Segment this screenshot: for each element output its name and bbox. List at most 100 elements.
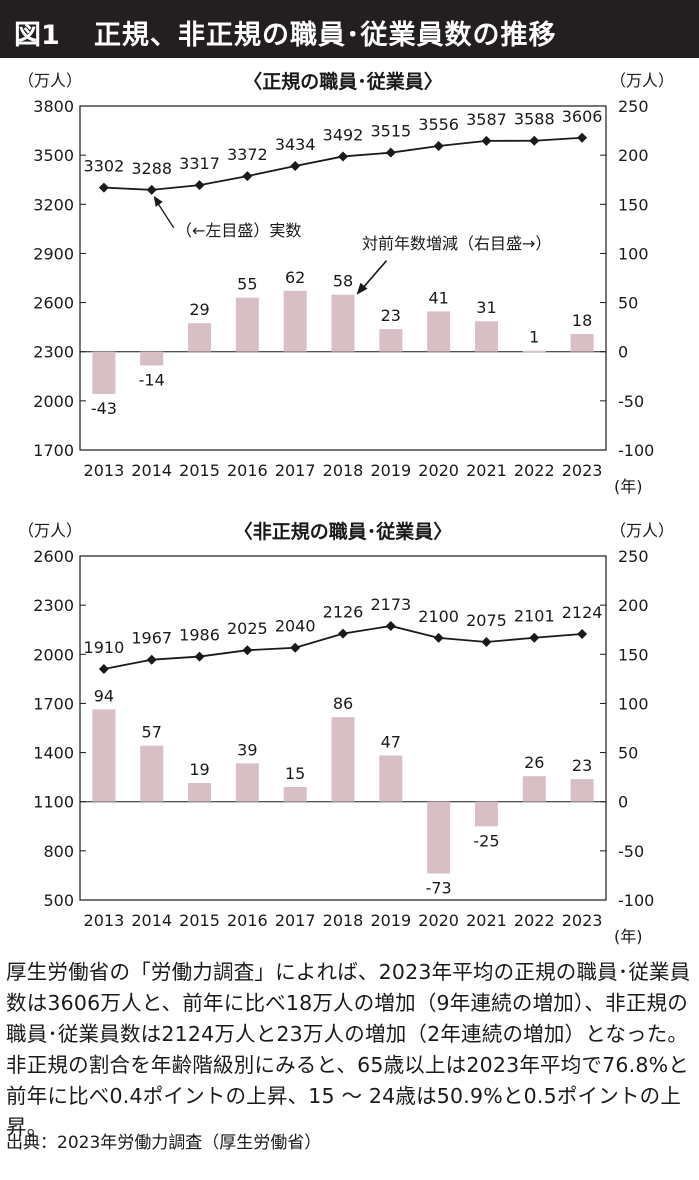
bar bbox=[522, 350, 546, 353]
line-value-label: 3588 bbox=[514, 110, 555, 129]
line-value-label: 3492 bbox=[323, 125, 364, 144]
left-tick-label: 2300 bbox=[33, 343, 74, 362]
bar-value-label: 15 bbox=[285, 764, 305, 783]
regular-employees-chart: 〈正規の職員･従業員〉（万人） （万人）(年)170020002300260029… bbox=[18, 70, 674, 496]
line-point bbox=[577, 628, 588, 639]
right-axis-unit: （万人） bbox=[610, 71, 674, 90]
line-point bbox=[433, 632, 444, 643]
bar-value-label: 86 bbox=[333, 694, 353, 713]
bar bbox=[92, 709, 116, 802]
line-point bbox=[385, 620, 396, 631]
bar-value-label: 58 bbox=[333, 272, 353, 291]
bar bbox=[235, 763, 259, 802]
bar bbox=[331, 717, 355, 802]
right-tick-label: -50 bbox=[618, 842, 644, 861]
x-tick-label: 2016 bbox=[227, 461, 268, 480]
right-tick-label: 50 bbox=[618, 744, 638, 763]
line-point bbox=[577, 132, 588, 143]
bar bbox=[140, 351, 164, 366]
bar bbox=[570, 779, 594, 802]
right-tick-label: 150 bbox=[618, 645, 649, 664]
x-tick-label: 2019 bbox=[370, 461, 411, 480]
nonregular-employees-chart: 〈非正規の職員･従業員〉（万人） （万人）(年)50080011001400170… bbox=[18, 520, 674, 946]
line-value-label: 3556 bbox=[418, 115, 459, 134]
line-value-label: 3302 bbox=[84, 157, 125, 176]
x-tick-label: 2015 bbox=[179, 911, 220, 930]
x-tick-label: 2013 bbox=[84, 461, 125, 480]
x-axis-unit: (年) bbox=[614, 927, 643, 946]
bar bbox=[188, 323, 212, 352]
right-axis-unit: （万人） bbox=[610, 521, 674, 540]
line-point bbox=[242, 645, 253, 656]
line-series bbox=[103, 136, 583, 191]
x-tick-label: 2022 bbox=[514, 911, 555, 930]
right-tick-label: 250 bbox=[618, 97, 649, 116]
line-value-label: 3372 bbox=[227, 145, 268, 164]
bar-value-label: 94 bbox=[94, 686, 114, 705]
right-tick-label: 200 bbox=[618, 146, 649, 165]
bar bbox=[474, 321, 498, 352]
bar bbox=[474, 801, 498, 827]
right-tick-label: -100 bbox=[618, 891, 654, 910]
left-tick-label: 1100 bbox=[33, 793, 74, 812]
bar-value-label: 62 bbox=[285, 268, 305, 287]
right-tick-label: 100 bbox=[618, 244, 649, 263]
line-point bbox=[146, 654, 157, 665]
bar-value-label: -14 bbox=[139, 370, 165, 389]
line-value-label: 3606 bbox=[562, 107, 603, 126]
annotation-right-scale: 対前年数増減（右目盛→） bbox=[362, 234, 551, 253]
bar-value-label: 31 bbox=[476, 298, 496, 317]
left-tick-label: 2900 bbox=[33, 244, 74, 263]
x-tick-label: 2017 bbox=[275, 461, 316, 480]
bar bbox=[379, 755, 403, 802]
x-tick-label: 2017 bbox=[275, 911, 316, 930]
x-tick-label: 2018 bbox=[323, 461, 364, 480]
plot-frame bbox=[79, 555, 607, 901]
x-tick-label: 2014 bbox=[131, 461, 172, 480]
bar bbox=[235, 297, 259, 352]
figure-number: 図1 bbox=[14, 20, 60, 51]
annotation-pointer bbox=[359, 260, 388, 292]
line-value-label: 1910 bbox=[84, 638, 125, 657]
line-point bbox=[98, 182, 109, 193]
x-tick-label: 2018 bbox=[323, 911, 364, 930]
figure-title-bar: 図1 正規、非正規の職員･従業員数の推移 bbox=[0, 0, 699, 58]
x-tick-label: 2014 bbox=[131, 911, 172, 930]
left-tick-label: 2600 bbox=[33, 294, 74, 313]
bar-value-label: -73 bbox=[426, 878, 452, 897]
source-note: 出典：2023年労働力調査（厚生労働省） bbox=[6, 1133, 322, 1153]
line-point bbox=[529, 135, 540, 146]
bar bbox=[283, 290, 307, 352]
bar bbox=[379, 329, 403, 352]
chart-title: 〈非正規の職員･従業員〉 bbox=[234, 520, 453, 543]
bar bbox=[427, 801, 451, 874]
x-tick-label: 2020 bbox=[418, 461, 459, 480]
x-tick-label: 2023 bbox=[562, 461, 603, 480]
right-tick-label: 250 bbox=[618, 547, 649, 566]
bar-value-label: -25 bbox=[473, 831, 499, 850]
line-point bbox=[98, 664, 109, 675]
left-tick-label: 500 bbox=[43, 891, 74, 910]
right-tick-label: -50 bbox=[618, 392, 644, 411]
bar bbox=[522, 776, 546, 802]
left-tick-label: 3500 bbox=[33, 146, 74, 165]
x-tick-label: 2016 bbox=[227, 911, 268, 930]
bar-value-label: 39 bbox=[237, 740, 257, 759]
bar-value-label: 23 bbox=[381, 306, 401, 325]
left-axis-unit: （万人） bbox=[18, 71, 82, 90]
x-tick-label: 2020 bbox=[418, 911, 459, 930]
x-axis-unit: (年) bbox=[614, 477, 643, 496]
left-tick-label: 800 bbox=[43, 842, 74, 861]
line-point bbox=[433, 140, 444, 151]
line-value-label: 3515 bbox=[370, 122, 411, 141]
right-tick-label: 0 bbox=[618, 793, 628, 812]
left-tick-label: 3800 bbox=[33, 97, 74, 116]
figure-title: 正規、非正規の職員･従業員数の推移 bbox=[94, 20, 557, 51]
left-axis-unit: （万人） bbox=[18, 521, 82, 540]
bar-value-label: -43 bbox=[91, 399, 117, 418]
right-tick-label: 200 bbox=[618, 596, 649, 615]
annotation-left-scale: （←左目盛）実数 bbox=[176, 221, 301, 240]
left-tick-label: 2000 bbox=[33, 645, 74, 664]
chart-title: 〈正規の職員･従業員〉 bbox=[243, 70, 443, 93]
left-tick-label: 2300 bbox=[33, 596, 74, 615]
